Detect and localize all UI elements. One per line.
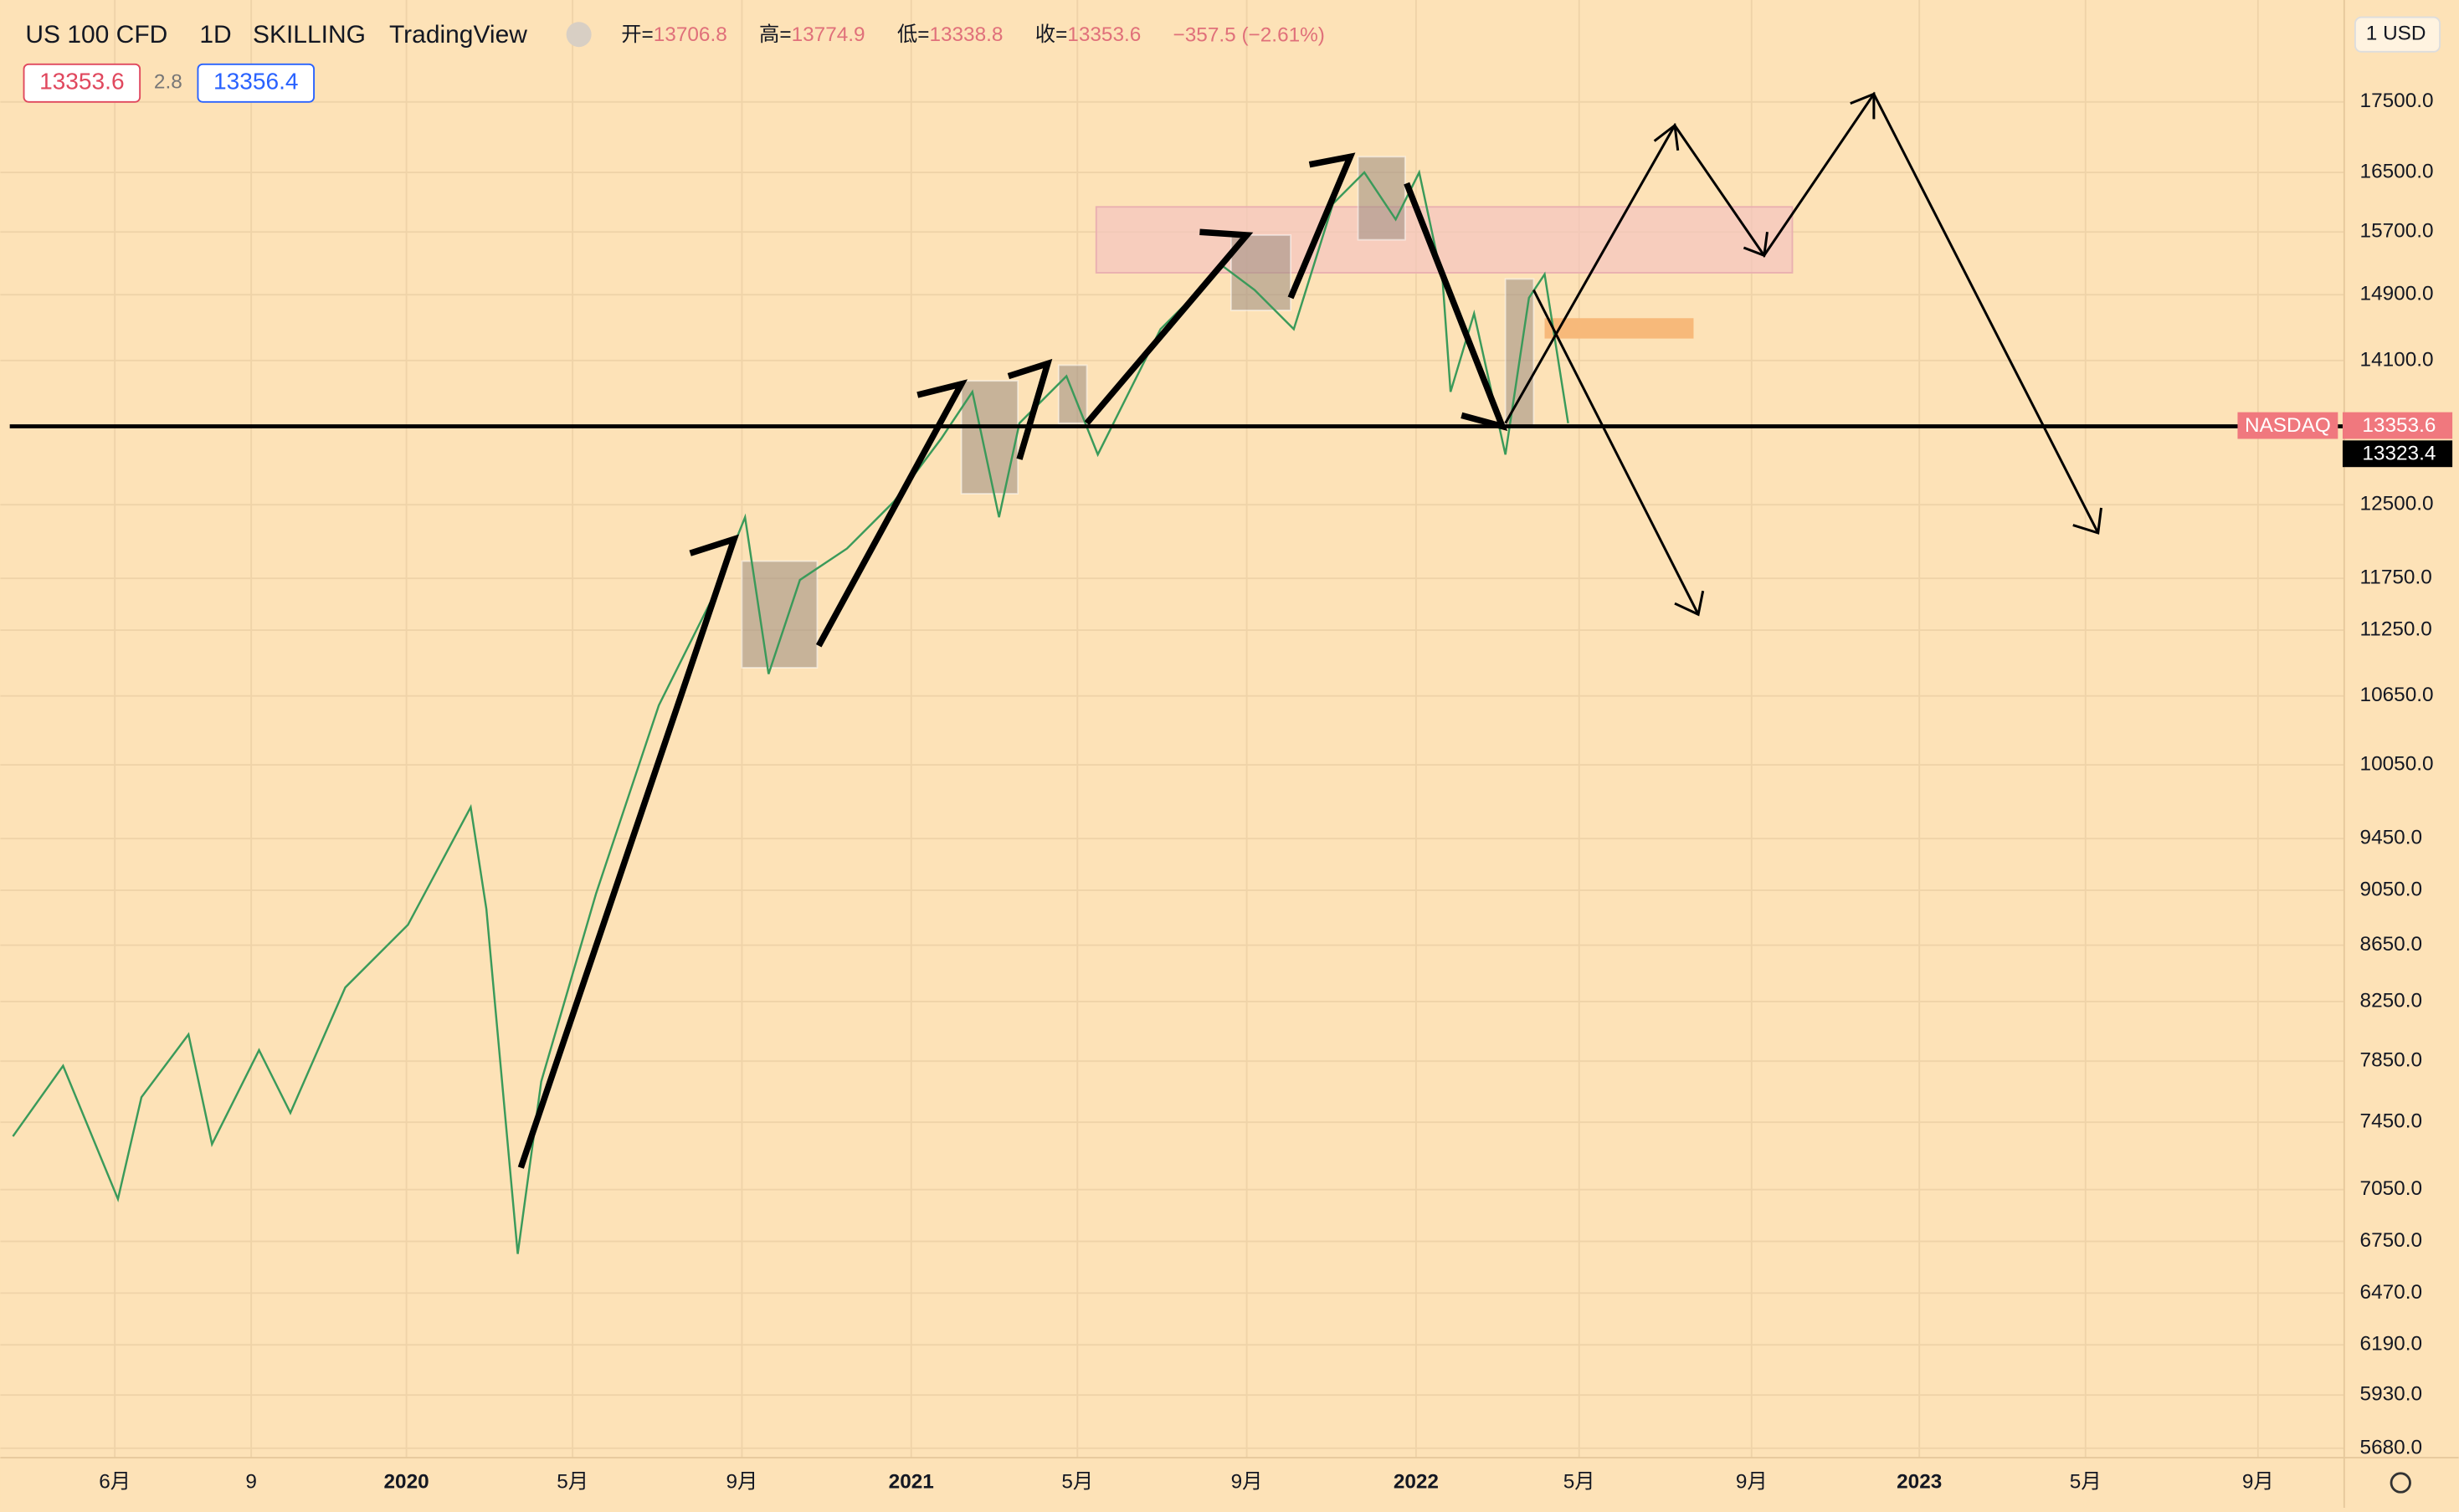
time-label: 9月 bbox=[726, 1470, 757, 1493]
time-label: 6月 bbox=[99, 1470, 131, 1493]
ohlc-item: 高=13774.9 bbox=[759, 24, 865, 47]
ask[interactable]: 13356.4 bbox=[213, 69, 299, 95]
price-label: 10650.0 bbox=[2360, 684, 2434, 706]
price-label: 5930.0 bbox=[2360, 1383, 2422, 1406]
price-label: 10050.0 bbox=[2360, 753, 2434, 776]
time-label: 2023 bbox=[1897, 1470, 1942, 1493]
settings-icon[interactable] bbox=[2390, 1472, 2411, 1494]
time-label: 2021 bbox=[889, 1470, 934, 1493]
ohlc-value: 13706.8 bbox=[654, 24, 727, 47]
time-label: 9月 bbox=[1231, 1470, 1263, 1493]
change: −357.5 (−2.61%) bbox=[1173, 24, 1325, 47]
spread: 2.8 bbox=[154, 71, 182, 94]
ohlc-value: 13338.8 bbox=[929, 24, 1003, 47]
price-label: 5680.0 bbox=[2360, 1436, 2422, 1458]
ohlc-value: 13774.9 bbox=[792, 24, 865, 47]
price-tag-box bbox=[2342, 412, 2453, 439]
buy-button[interactable] bbox=[197, 63, 315, 103]
grid bbox=[0, 0, 2344, 1458]
price-label: 11250.0 bbox=[2360, 618, 2432, 640]
ohlc-label: 收= bbox=[1035, 24, 1068, 47]
ohlc-label: 开= bbox=[621, 24, 654, 47]
currency-button[interactable] bbox=[2354, 16, 2441, 53]
price-label: 7450.0 bbox=[2360, 1110, 2422, 1133]
price-label: 14900.0 bbox=[2360, 283, 2434, 305]
time-label: 9月 bbox=[1736, 1470, 1768, 1493]
ohlc-item: 低=13338.8 bbox=[897, 24, 1004, 47]
price-label: 16500.0 bbox=[2360, 160, 2434, 182]
price-label: 14100.0 bbox=[2360, 348, 2434, 371]
ohlc-value: 13353.6 bbox=[1067, 24, 1141, 47]
ohlc-item: 收=13353.6 bbox=[1035, 24, 1142, 47]
symbol: US 100 CFD bbox=[25, 21, 167, 49]
interval: 1D bbox=[199, 21, 231, 49]
price-label: 9450.0 bbox=[2360, 827, 2422, 849]
sell-button[interactable] bbox=[23, 63, 141, 103]
crosshair-tag-box bbox=[2342, 440, 2453, 468]
price-tag: 13353.6 bbox=[2362, 414, 2436, 437]
time-label: 5月 bbox=[1563, 1470, 1595, 1493]
forecast-arrows bbox=[1504, 91, 2102, 617]
line-label-box bbox=[2237, 412, 2338, 439]
currency[interactable]: 1 USD bbox=[2366, 23, 2426, 45]
resistance-zone bbox=[1095, 206, 1794, 274]
ohlc-item: 开=13706.8 bbox=[621, 24, 727, 47]
time-label: 9月 bbox=[2242, 1470, 2274, 1493]
time-label: 5月 bbox=[557, 1470, 588, 1493]
time-label: 2022 bbox=[1394, 1470, 1439, 1493]
price-label: 7850.0 bbox=[2360, 1049, 2422, 1072]
time-label: 9 bbox=[245, 1470, 257, 1493]
price-label: 9050.0 bbox=[2360, 878, 2422, 900]
price-label: 6190.0 bbox=[2360, 1333, 2422, 1356]
ohlc-label: 低= bbox=[897, 24, 930, 47]
time-label: 2020 bbox=[384, 1470, 429, 1493]
price-label: 6750.0 bbox=[2360, 1229, 2422, 1252]
trend-arrows bbox=[517, 152, 1508, 1169]
target-zone bbox=[1544, 318, 1694, 339]
price-label: 15700.0 bbox=[2360, 220, 2434, 243]
price-label: 6470.0 bbox=[2360, 1281, 2422, 1304]
line-label: NASDAQ bbox=[2245, 414, 2331, 437]
price-label: 7050.0 bbox=[2360, 1177, 2422, 1200]
exchange: SKILLING bbox=[253, 21, 366, 49]
crosshair-tag: 13323.4 bbox=[2362, 443, 2436, 465]
price-label: 12500.0 bbox=[2360, 493, 2434, 515]
price-label: 8250.0 bbox=[2360, 989, 2422, 1012]
platform: TradingView bbox=[389, 21, 527, 49]
time-label: 5月 bbox=[1061, 1470, 1093, 1493]
price-label: 11750.0 bbox=[2360, 566, 2432, 589]
collapse-button[interactable] bbox=[566, 22, 592, 48]
time-label: 5月 bbox=[2070, 1470, 2102, 1493]
ohlc-label: 高= bbox=[759, 24, 792, 47]
price-label: 17500.0 bbox=[2360, 90, 2434, 112]
price-label: 8650.0 bbox=[2360, 933, 2422, 956]
bid[interactable]: 13353.6 bbox=[39, 69, 124, 95]
